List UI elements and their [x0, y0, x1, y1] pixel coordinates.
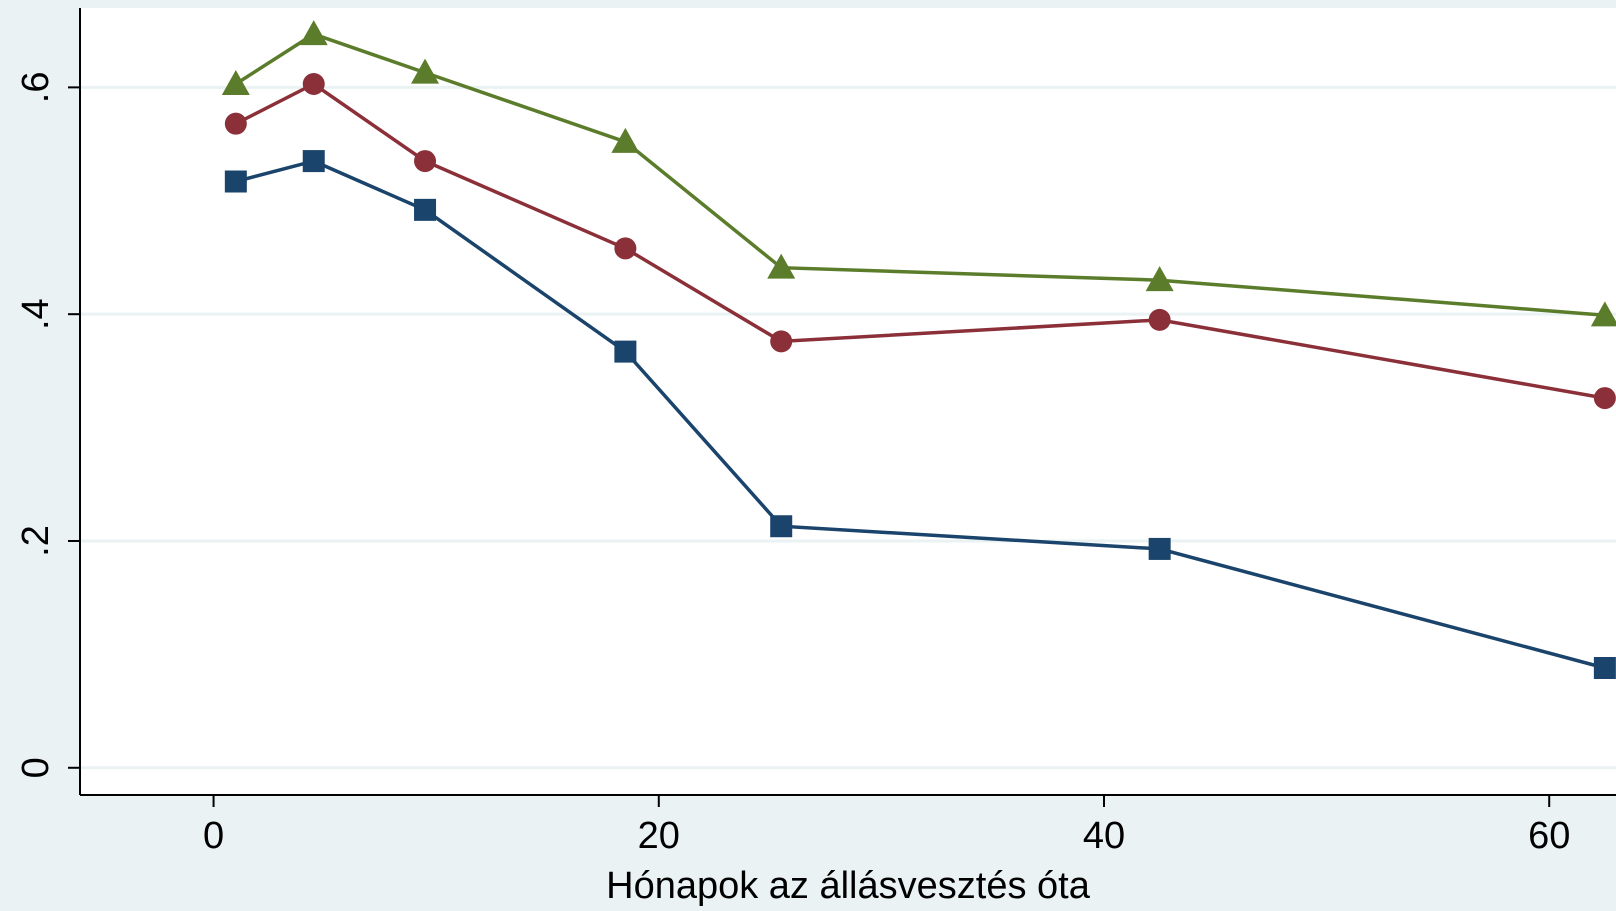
- data-point-square: [414, 198, 437, 221]
- data-point-circle: [1593, 387, 1616, 410]
- x-axis-title: Hónapok az állásvesztés óta: [606, 865, 1091, 907]
- series-group: [221, 20, 1616, 679]
- data-point-square: [302, 150, 325, 173]
- series-triangle: [221, 20, 1616, 327]
- data-point-circle: [1148, 308, 1171, 331]
- data-point-triangle: [767, 253, 796, 279]
- x-tick-label: 60: [1528, 815, 1570, 857]
- y-tick-label: 0: [15, 757, 57, 778]
- series-circle: [224, 72, 1616, 410]
- data-point-triangle: [611, 127, 640, 153]
- data-point-circle: [302, 72, 325, 95]
- data-point-triangle: [299, 20, 328, 46]
- data-point-circle: [414, 150, 437, 173]
- y-tick-label: .2: [15, 525, 57, 557]
- data-point-square: [1148, 537, 1171, 560]
- data-point-square: [614, 340, 637, 363]
- axis-ticks: 0 .2 .4 .6 0 20 40 60: [15, 72, 1570, 857]
- data-point-square: [224, 170, 247, 193]
- data-point-circle: [770, 330, 793, 353]
- data-point-triangle: [221, 69, 250, 95]
- y-tick-label: .6: [15, 72, 57, 104]
- data-point-triangle: [1145, 266, 1174, 292]
- data-point-circle: [614, 237, 637, 260]
- x-tick-label: 20: [638, 815, 680, 857]
- data-point-triangle: [1590, 301, 1616, 327]
- data-point-square: [1593, 656, 1616, 679]
- plot-area: [80, 8, 1616, 795]
- series-square: [224, 150, 1616, 679]
- gridlines: [80, 85, 1616, 770]
- y-tick-label: .4: [15, 298, 57, 330]
- x-tick-label: 0: [203, 815, 224, 857]
- data-point-triangle: [411, 58, 440, 84]
- data-point-circle: [224, 112, 247, 135]
- data-point-square: [770, 515, 793, 538]
- x-tick-label: 40: [1083, 815, 1125, 857]
